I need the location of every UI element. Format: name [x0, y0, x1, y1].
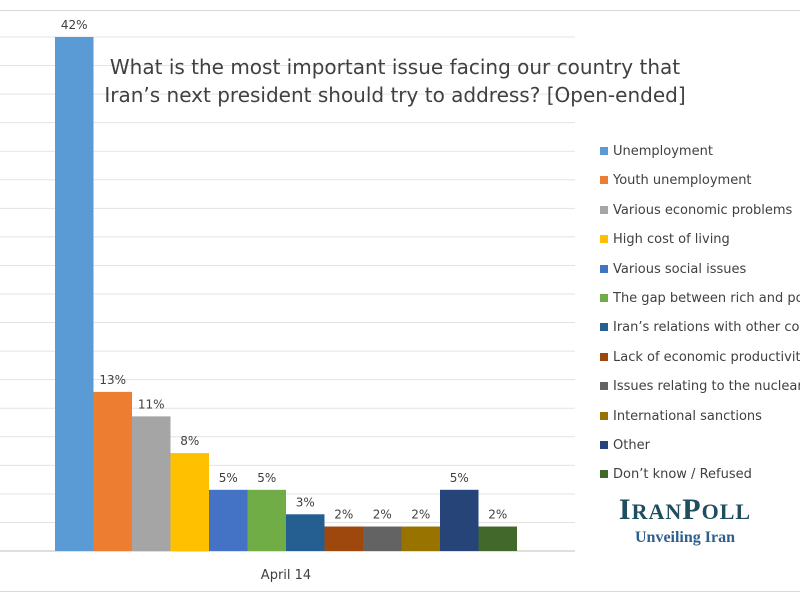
legend-label: Lack of economic productivity: [613, 349, 800, 365]
data-label: 8%: [180, 434, 199, 448]
legend-item: The gap between rich and poor: [600, 288, 800, 317]
legend-item: Don’t know / Refused: [600, 464, 800, 493]
bar-issues-relating-to-the-nuclear-dispute: [363, 526, 402, 551]
legend-item: Unemployment: [600, 141, 800, 170]
legend-swatch: [600, 352, 608, 361]
legend-label: Various economic problems: [613, 202, 793, 218]
data-label: 5%: [257, 471, 276, 485]
bar-iran-s-relations-with-other-countries: [286, 514, 325, 551]
legend-label: International sanctions: [613, 408, 762, 424]
legend-swatch: [600, 293, 608, 302]
legend-swatch: [600, 323, 608, 332]
bar-other: [440, 489, 479, 551]
legend-label: Issues relating to the nuclear dispute: [613, 379, 800, 395]
bar-lack-of-economic-productivity: [324, 526, 363, 551]
legend-swatch: [600, 382, 608, 391]
legend-label: Unemployment: [613, 144, 713, 159]
legend-swatch: [600, 440, 608, 449]
legend-label: Iran’s relations with other countries: [613, 320, 800, 336]
bar-various-social-issues: [209, 489, 248, 551]
x-category-label: April 14: [261, 568, 311, 583]
legend-swatch: [600, 147, 608, 155]
logo-tagline: Unveiling Iran: [634, 529, 735, 546]
legend-label: Other: [613, 437, 650, 453]
data-label: 42%: [61, 18, 88, 32]
legend-label: Don’t know / Refused: [613, 467, 752, 483]
chart-legend: Unemployment Youth unemployment Various ec…: [600, 141, 800, 494]
bar-chart: 42% 13% 11% 8% 5% 5% 3% 2% 2% 2% 5% 2% April 14: [0, 18, 575, 583]
iranpoll-logo: IRANPOLL Unveiling Iran: [605, 495, 765, 549]
chart-title: What is the most important issue facing …: [104, 55, 686, 107]
data-label: 5%: [450, 471, 469, 485]
data-label: 2%: [488, 508, 507, 522]
data-label: 2%: [334, 508, 353, 522]
bar-high-cost-of-living: [170, 453, 209, 551]
legend-item: International sanctions: [600, 406, 800, 435]
legend-item: Lack of economic productivity: [600, 347, 800, 376]
chart-frame: 42% 13% 11% 8% 5% 5% 3% 2% 2% 2% 5% 2% April 14 What…: [0, 10, 800, 592]
data-label: 2%: [373, 508, 392, 522]
legend-label: Youth unemployment: [613, 173, 752, 189]
data-label: 11%: [138, 397, 165, 411]
legend-swatch: [600, 176, 608, 185]
logo-wordmark: IRANPOLL: [618, 493, 752, 526]
legend-item: High cost of living: [600, 229, 800, 258]
data-label: 2%: [411, 508, 430, 522]
legend-item: Various economic problems: [600, 200, 800, 229]
legend-item: Youth unemployment: [600, 170, 800, 199]
legend-label: High cost of living: [613, 232, 730, 248]
data-label: 5%: [219, 471, 238, 485]
data-label: 13%: [99, 373, 126, 387]
bar-don-t-know-refused: [478, 526, 517, 551]
bar-various-economic-problems: [132, 416, 171, 551]
legend-swatch: [600, 264, 608, 273]
legend-swatch: [600, 411, 608, 420]
bar-the-gap-between-rich-and-poor: [247, 489, 286, 551]
legend-label: Various social issues: [613, 261, 747, 277]
legend-label: The gap between rich and poor: [613, 290, 800, 306]
legend-item: Issues relating to the nuclear dispute: [600, 376, 800, 405]
legend-item: Various social issues: [600, 259, 800, 288]
data-label: 3%: [296, 495, 315, 509]
bar-youth-unemployment: [93, 391, 132, 551]
bar-international-sanctions: [401, 526, 440, 551]
legend-swatch: [600, 205, 608, 214]
legend-swatch: [600, 470, 608, 479]
legend-item: Iran’s relations with other countries: [600, 317, 800, 346]
legend-item: Other: [600, 435, 800, 464]
legend-swatch: [600, 235, 608, 244]
bar-unemployment: [55, 37, 94, 551]
